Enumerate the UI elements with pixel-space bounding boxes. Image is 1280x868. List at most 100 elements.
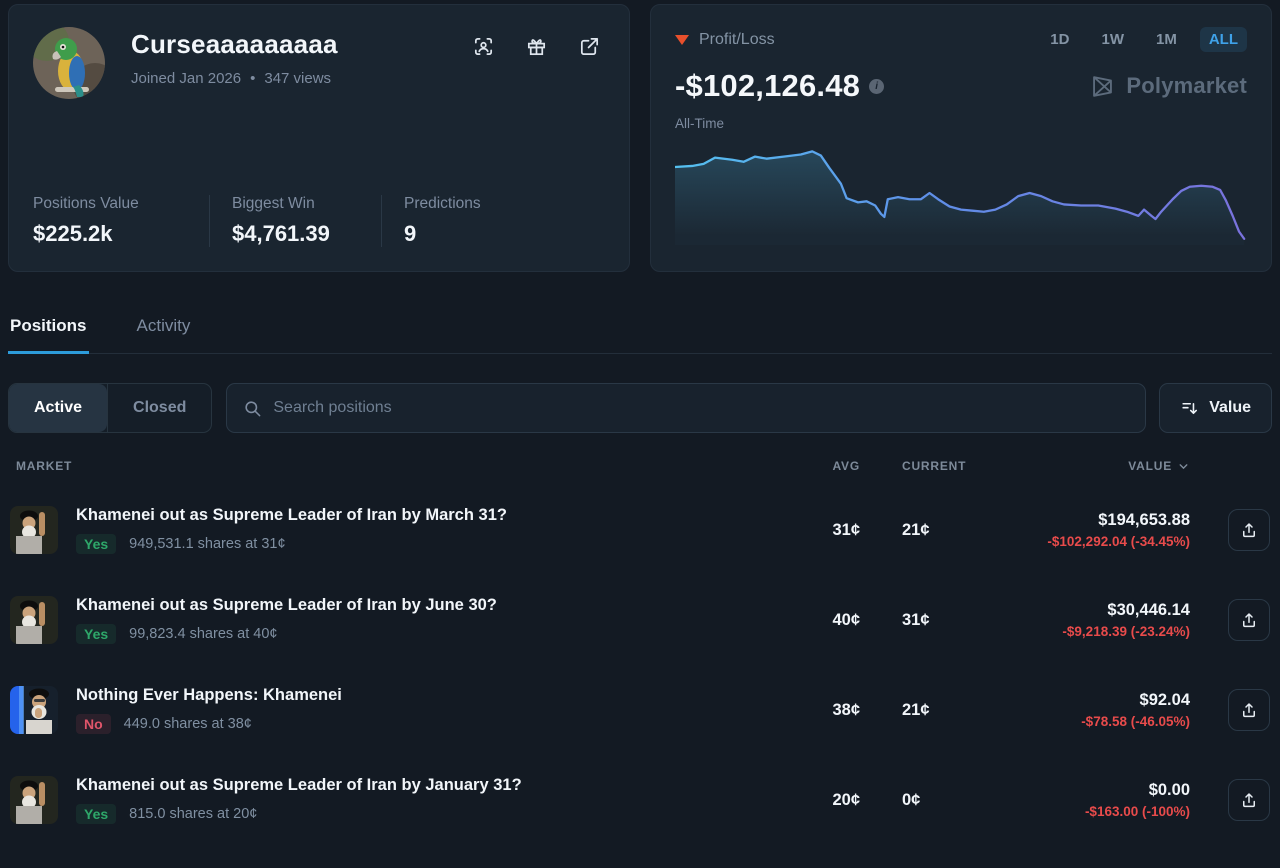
- header-current: CURRENT: [902, 459, 967, 473]
- avg-price: 31¢: [832, 520, 860, 539]
- pnl-period-label: All-Time: [675, 116, 724, 131]
- header-market: MARKET: [16, 459, 73, 473]
- search-positions-input[interactable]: [273, 399, 1130, 417]
- avg-price: 40¢: [832, 610, 860, 629]
- share-position-button[interactable]: [1228, 509, 1270, 551]
- face-scan-icon[interactable]: [472, 35, 495, 58]
- position-value: $194,653.88: [1098, 511, 1190, 529]
- share-position-button[interactable]: [1228, 689, 1270, 731]
- share-upload-icon: [1243, 793, 1255, 808]
- current-price: 31¢: [902, 610, 930, 629]
- position-value: $0.00: [1148, 781, 1190, 799]
- market-thumbnail: [10, 596, 58, 644]
- range-1w-button[interactable]: 1W: [1092, 27, 1133, 52]
- outcome-badge: Yes: [76, 534, 117, 554]
- avg-price: 20¢: [832, 790, 860, 809]
- position-pnl: -$9,218.39 (-23.24%): [1062, 624, 1190, 639]
- positions-table-body: Khamenei out as Supreme Leader of Iran b…: [8, 485, 1272, 845]
- stat-positions-value: Positions Value $225.2k: [33, 195, 209, 247]
- tab-positions[interactable]: Positions: [8, 316, 89, 354]
- positions-filter-bar: Active Closed Value: [8, 383, 1272, 433]
- stat-label: Positions Value: [33, 195, 139, 212]
- range-1d-button[interactable]: 1D: [1041, 27, 1078, 52]
- outcome-badge: Yes: [76, 804, 117, 824]
- loss-triangle-icon: [675, 34, 689, 45]
- tab-activity[interactable]: Activity: [135, 316, 193, 354]
- positions-table-header: MARKET AVG CURRENT VALUE: [8, 459, 1272, 477]
- stat-value: $225.2k: [33, 221, 113, 246]
- header-value[interactable]: VALUE: [980, 459, 1190, 473]
- shares-text: 949,531.1 shares at 31¢: [129, 536, 286, 552]
- market-thumbnail: [10, 506, 58, 554]
- outcome-badge: No: [76, 714, 111, 734]
- share-upload-icon: [1243, 613, 1255, 628]
- pnl-label: Profit/Loss: [699, 30, 775, 48]
- stat-predictions: Predictions 9: [381, 195, 505, 247]
- pnl-value: -$102,126.48: [675, 68, 861, 103]
- top-cards: Curseaaaaaaaaa Joined Jan 2026 • 347 vie…: [8, 4, 1272, 272]
- profile-avatar-parrot: [33, 27, 105, 99]
- filter-closed-button[interactable]: Closed: [107, 384, 211, 432]
- shares-text: 449.0 shares at 38¢: [123, 716, 252, 732]
- market-title[interactable]: Khamenei out as Supreme Leader of Iran b…: [76, 776, 522, 794]
- chevron-down-icon: [1179, 463, 1188, 469]
- header-avg: AVG: [832, 459, 860, 473]
- sort-by-value-button[interactable]: Value: [1159, 383, 1272, 433]
- stat-label: Predictions: [404, 195, 481, 212]
- current-price: 0¢: [902, 790, 921, 809]
- filter-active-button[interactable]: Active: [9, 384, 108, 432]
- shares-text: 815.0 shares at 20¢: [129, 806, 258, 822]
- views-count: 347 views: [264, 70, 332, 87]
- status-segmented-control: Active Closed: [8, 383, 213, 433]
- sort-descending-icon: [1182, 402, 1198, 414]
- joined-date: Joined Jan 2026: [131, 70, 242, 87]
- table-row[interactable]: Khamenei out as Supreme Leader of Iran b…: [8, 485, 1272, 575]
- market-thumbnail: [10, 776, 58, 824]
- position-value: $92.04: [1139, 691, 1190, 709]
- polymarket-logo-text: Polymarket: [1126, 73, 1247, 98]
- profile-page: Curseaaaaaaaaa Joined Jan 2026 • 347 vie…: [8, 4, 1272, 845]
- position-value: $30,446.14: [1107, 601, 1190, 619]
- range-1m-button[interactable]: 1M: [1147, 27, 1186, 52]
- stat-value: 9: [404, 221, 417, 246]
- current-price: 21¢: [902, 700, 930, 719]
- profile-card: Curseaaaaaaaaa Joined Jan 2026 • 347 vie…: [8, 4, 630, 272]
- sort-label: Value: [1209, 399, 1251, 416]
- pnl-card: Profit/Loss 1D 1W 1M ALL -$102,126.48 i: [650, 4, 1272, 272]
- shares-text: 99,823.4 shares at 40¢: [129, 626, 278, 642]
- search-positions-box: [226, 383, 1147, 433]
- market-title[interactable]: Nothing Ever Happens: Khamenei: [76, 686, 342, 704]
- range-all-button[interactable]: ALL: [1199, 27, 1247, 52]
- current-price: 21¢: [902, 520, 930, 539]
- stat-value: $4,761.39: [232, 221, 330, 246]
- market-title[interactable]: Khamenei out as Supreme Leader of Iran b…: [76, 506, 507, 524]
- time-range-switcher: 1D 1W 1M ALL: [1041, 27, 1247, 52]
- share-upload-icon: [1243, 703, 1255, 718]
- username: Curseaaaaaaaaa: [131, 29, 338, 59]
- avg-price: 38¢: [832, 700, 860, 719]
- dot-separator: •: [250, 70, 256, 87]
- position-pnl: -$163.00 (-100%): [1084, 804, 1190, 819]
- section-tabs: Positions Activity: [8, 316, 1272, 354]
- market-thumbnail: [10, 686, 58, 734]
- external-link-icon[interactable]: [578, 35, 601, 58]
- share-position-button[interactable]: [1228, 779, 1270, 821]
- position-pnl: -$102,292.04 (-34.45%): [1047, 534, 1190, 549]
- market-title[interactable]: Khamenei out as Supreme Leader of Iran b…: [76, 596, 497, 614]
- stat-label: Biggest Win: [232, 195, 315, 212]
- polymarket-logo-icon: [1093, 75, 1113, 97]
- search-icon: [245, 400, 261, 416]
- table-row[interactable]: Khamenei out as Supreme Leader of Iran b…: [8, 575, 1272, 665]
- stat-biggest-win: Biggest Win $4,761.39: [209, 195, 381, 247]
- table-row[interactable]: Nothing Ever Happens: Khamenei No 449.0 …: [8, 665, 1272, 755]
- gift-icon[interactable]: [525, 35, 548, 58]
- outcome-badge: Yes: [76, 624, 117, 644]
- polymarket-watermark: Polymarket: [1089, 73, 1247, 100]
- position-pnl: -$78.58 (-46.05%): [1081, 714, 1190, 729]
- pnl-chart[interactable]: [675, 141, 1247, 245]
- share-position-button[interactable]: [1228, 599, 1270, 641]
- share-upload-icon: [1243, 523, 1255, 538]
- info-icon[interactable]: i: [869, 78, 885, 94]
- header-value-label: VALUE: [1128, 459, 1172, 473]
- table-row[interactable]: Khamenei out as Supreme Leader of Iran b…: [8, 755, 1272, 845]
